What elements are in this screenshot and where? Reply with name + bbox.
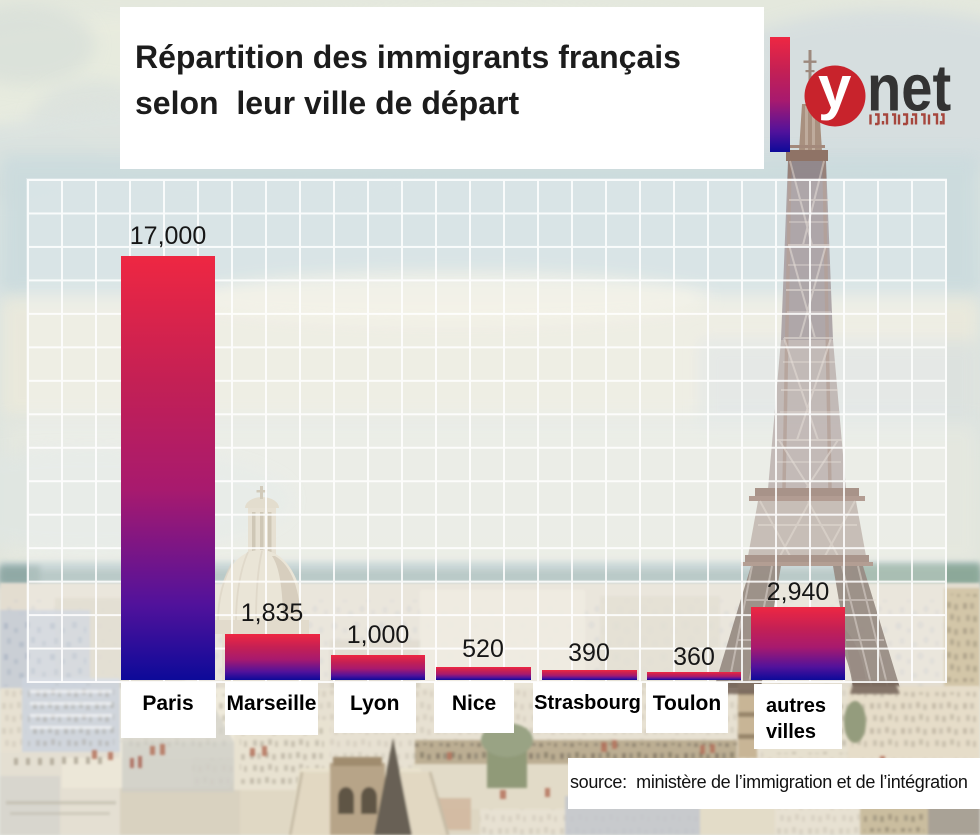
svg-text:y: y (818, 54, 852, 121)
svg-text:net: net (867, 51, 951, 124)
